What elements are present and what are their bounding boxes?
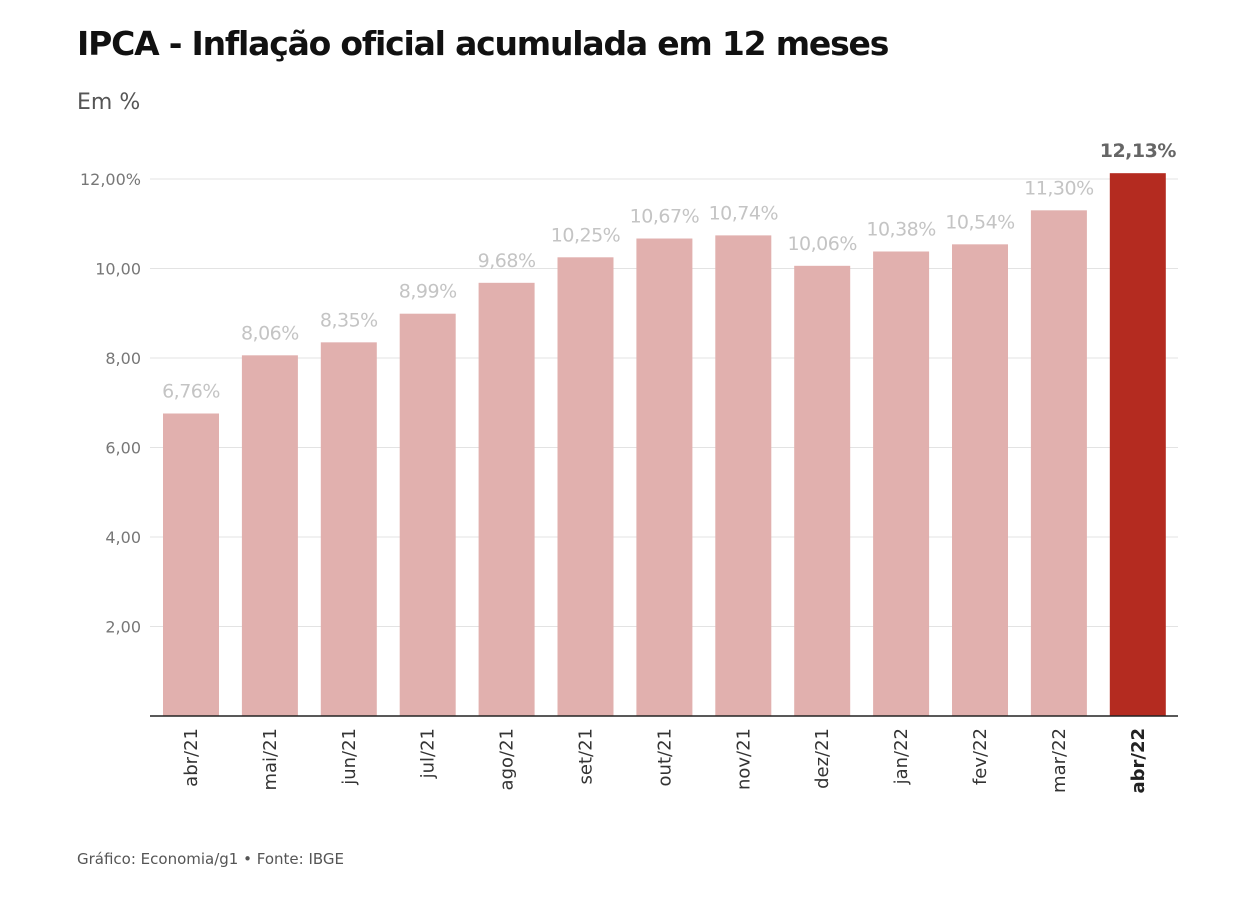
bar — [1109, 173, 1166, 716]
bar — [1030, 210, 1087, 716]
bar — [241, 355, 298, 716]
bar — [952, 244, 1008, 716]
x-tick-label: ago/21 — [497, 728, 518, 790]
x-tick-label: abr/22 — [1128, 728, 1149, 794]
data-label: 10,38% — [866, 218, 935, 240]
data-label: 6,76% — [162, 380, 220, 402]
x-tick-label: set/21 — [576, 728, 597, 784]
data-label: 12,13% — [1100, 140, 1177, 162]
bar — [794, 265, 851, 716]
bar — [399, 313, 456, 716]
bar — [163, 413, 219, 716]
bar — [478, 282, 535, 716]
data-label: 8,06% — [241, 322, 299, 344]
x-tick-label: jun/21 — [339, 728, 360, 786]
chart-subtitle: Em % — [77, 90, 141, 115]
bar — [636, 238, 693, 716]
data-label: 10,74% — [709, 202, 778, 224]
bar — [873, 251, 930, 716]
x-tick-label: mar/22 — [1049, 728, 1070, 793]
x-tick-label: out/21 — [654, 728, 675, 786]
data-label: 10,54% — [945, 211, 1014, 233]
x-tick-label: nov/21 — [733, 728, 754, 790]
data-label: 8,99% — [399, 281, 457, 303]
data-label: 8,35% — [320, 309, 378, 331]
data-label: 10,25% — [551, 224, 620, 246]
x-tick-label: mai/21 — [260, 728, 281, 791]
data-label: 10,06% — [787, 233, 856, 255]
bar — [320, 342, 377, 716]
x-tick-label: jul/21 — [418, 728, 439, 779]
bar — [557, 257, 614, 716]
data-label: 11,30% — [1024, 177, 1093, 199]
chart-source: Gráfico: Economia/g1 • Fonte: IBGE — [77, 850, 344, 868]
x-tick-label: abr/21 — [181, 728, 202, 787]
y-tick-label: 4,00 — [105, 528, 141, 547]
y-tick-label: 12,00% — [80, 170, 141, 189]
chart-title: IPCA - Inflação oficial acumulada em 12 … — [77, 24, 889, 63]
data-label: 10,67% — [630, 206, 699, 228]
x-tick-label: fev/22 — [970, 728, 991, 785]
y-tick-label: 10,00 — [95, 260, 141, 279]
data-label: 9,68% — [478, 250, 536, 272]
y-tick-label: 2,00 — [105, 618, 141, 637]
x-tick-label: dez/21 — [812, 728, 833, 789]
bar — [715, 235, 772, 716]
y-tick-label: 8,00 — [105, 349, 141, 368]
x-tick-label: jan/22 — [891, 728, 912, 785]
y-tick-label: 6,00 — [105, 439, 141, 458]
